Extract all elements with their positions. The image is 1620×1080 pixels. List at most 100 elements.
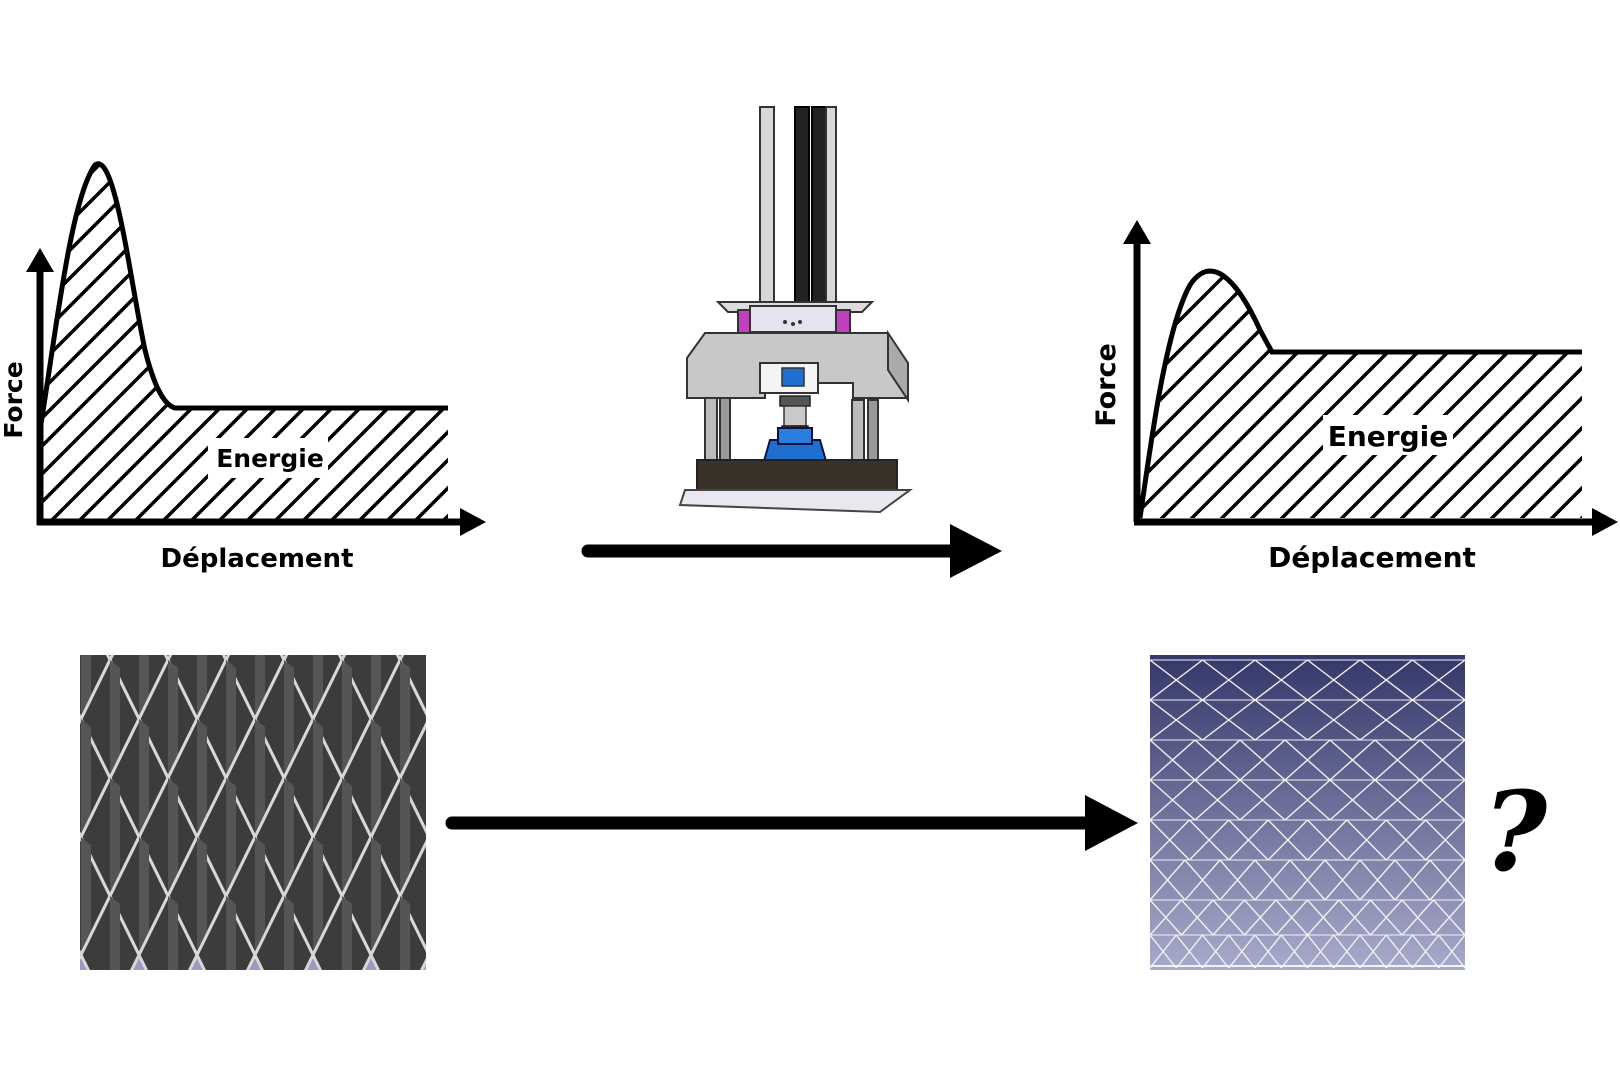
graded-lattice-strut — [1429, 859, 1465, 901]
lattice-cell-shading — [81, 837, 91, 955]
lattice-cell-shading — [313, 837, 323, 955]
graded-lattice-strut — [1228, 934, 1256, 969]
lattice-cell-shading — [255, 719, 265, 837]
hatch-line — [1483, 271, 1582, 518]
lattice-cell-shading — [429, 837, 439, 955]
graded-lattice-strut — [1394, 859, 1431, 901]
graded-lattice-strut — [1419, 779, 1465, 821]
hatch-line — [1153, 271, 1432, 518]
hatch-line — [1140, 271, 1192, 518]
right-x-axis-arrowhead — [1592, 508, 1618, 536]
graded-lattice-strut — [1219, 859, 1256, 901]
graded-lattice-strut — [1254, 699, 1308, 741]
lattice-cell-shading — [400, 778, 410, 896]
lattice-cell-shading — [487, 837, 497, 955]
lattice-cell-shading — [342, 896, 352, 970]
hatch-line — [40, 163, 396, 520]
graded-lattice-strut — [1385, 819, 1427, 861]
graded-lattice-strut — [1359, 659, 1413, 701]
hatch-line — [1573, 271, 1582, 518]
lattice-cell — [80, 831, 83, 843]
left-force-displacement-graph: Energie Déplacement Force — [0, 150, 486, 574]
graded-lattice-strut — [1411, 934, 1440, 969]
graded-lattice-strut — [1184, 859, 1221, 901]
lattice-cell-shading — [52, 896, 62, 1014]
lattice-cell-shading — [400, 660, 410, 778]
lattice-cell-shading — [168, 660, 178, 778]
graded-lattice-strut — [1194, 739, 1241, 781]
right-x-axis-label: Déplacement — [1268, 541, 1476, 574]
right-y-axis-label: Force — [1091, 343, 1122, 427]
lattice-cell-shading — [226, 778, 236, 896]
graded-lattice-strut — [1438, 934, 1465, 969]
graded-lattice-strut — [1412, 699, 1465, 741]
lattice-cell-shading — [284, 896, 294, 970]
lattice-cell-shading — [110, 660, 120, 778]
hatch-line — [1513, 271, 1582, 518]
drop-weight-test-machine-icon — [678, 106, 914, 514]
lattice-cell-shading — [81, 719, 91, 837]
graded-lattice-structure-render — [1150, 655, 1465, 970]
lattice-cell — [369, 892, 426, 970]
graded-lattice-strut — [1175, 934, 1204, 969]
graded-lattice-strut — [1243, 899, 1277, 936]
hatch-line — [0, 150, 30, 525]
lattice-cell-shading — [110, 896, 120, 970]
right-force-displacement-graph: Energie Déplacement Force — [1091, 220, 1618, 574]
graded-lattice-strut — [1267, 819, 1308, 861]
lattice-cell — [429, 660, 487, 778]
left-x-axis-arrowhead — [460, 508, 486, 536]
lattice-cell-shading — [110, 778, 120, 896]
lattice-cell — [80, 713, 83, 725]
graded-lattice-strut — [1150, 739, 1196, 781]
lattice-cell-shading — [429, 719, 439, 837]
hatch-line — [381, 163, 448, 520]
left-x-axis-label: Déplacement — [161, 544, 354, 574]
hatch-line — [1393, 271, 1582, 518]
graded-lattice-strut — [1150, 779, 1196, 821]
lattice-cell-shading — [52, 660, 62, 778]
hatch-line — [269, 163, 448, 520]
graded-lattice-strut — [1280, 934, 1309, 969]
top-process-arrow — [581, 524, 1002, 578]
bottom-process-arrow — [445, 795, 1138, 851]
lattice-cell — [398, 721, 426, 835]
graded-lattice-strut — [1307, 659, 1361, 701]
graded-lattice-strut — [1275, 899, 1309, 936]
graded-lattice-strut — [1307, 819, 1348, 861]
graded-lattice-strut — [1180, 899, 1214, 936]
graded-lattice-strut — [1307, 699, 1361, 741]
graded-lattice-strut — [1150, 659, 1203, 701]
lattice-cell-shading — [168, 778, 178, 896]
graded-lattice-strut — [1306, 899, 1340, 936]
lattice-cell — [398, 839, 426, 953]
lattice-structure-render — [52, 601, 516, 1014]
hatch-line — [1303, 271, 1582, 518]
graded-lattice-strut — [1150, 819, 1190, 861]
hatch-line — [1273, 271, 1552, 518]
graded-lattice-strut — [1412, 659, 1465, 701]
graded-lattice-strut — [1359, 859, 1396, 901]
graded-lattice-strut — [1374, 779, 1421, 821]
graded-lattice-strut — [1212, 899, 1246, 936]
graded-lattice-strut — [1228, 819, 1269, 861]
lattice-cell-shading — [255, 837, 265, 955]
lattice-cell — [458, 601, 516, 719]
graded-lattice-strut — [1194, 779, 1241, 821]
graded-lattice-strut — [1150, 859, 1186, 901]
graded-lattice-strut — [1369, 899, 1403, 936]
graded-lattice-strut — [1150, 934, 1177, 969]
lattice-cell — [458, 837, 516, 955]
right-y-axis-arrowhead — [1123, 220, 1151, 244]
graded-lattice-strut — [1385, 934, 1414, 969]
lattice-cell-shading — [139, 837, 149, 955]
graded-lattice-strut — [1401, 899, 1435, 936]
graded-lattice-strut — [1254, 934, 1282, 969]
hatch-line — [353, 163, 448, 520]
graded-lattice-strut — [1188, 819, 1230, 861]
hatch-line — [1213, 271, 1492, 518]
hatch-line — [1363, 271, 1582, 518]
graded-lattice-strut — [1254, 859, 1291, 901]
lattice-cell-shading — [487, 601, 497, 719]
lattice-cell-shading — [197, 837, 207, 955]
